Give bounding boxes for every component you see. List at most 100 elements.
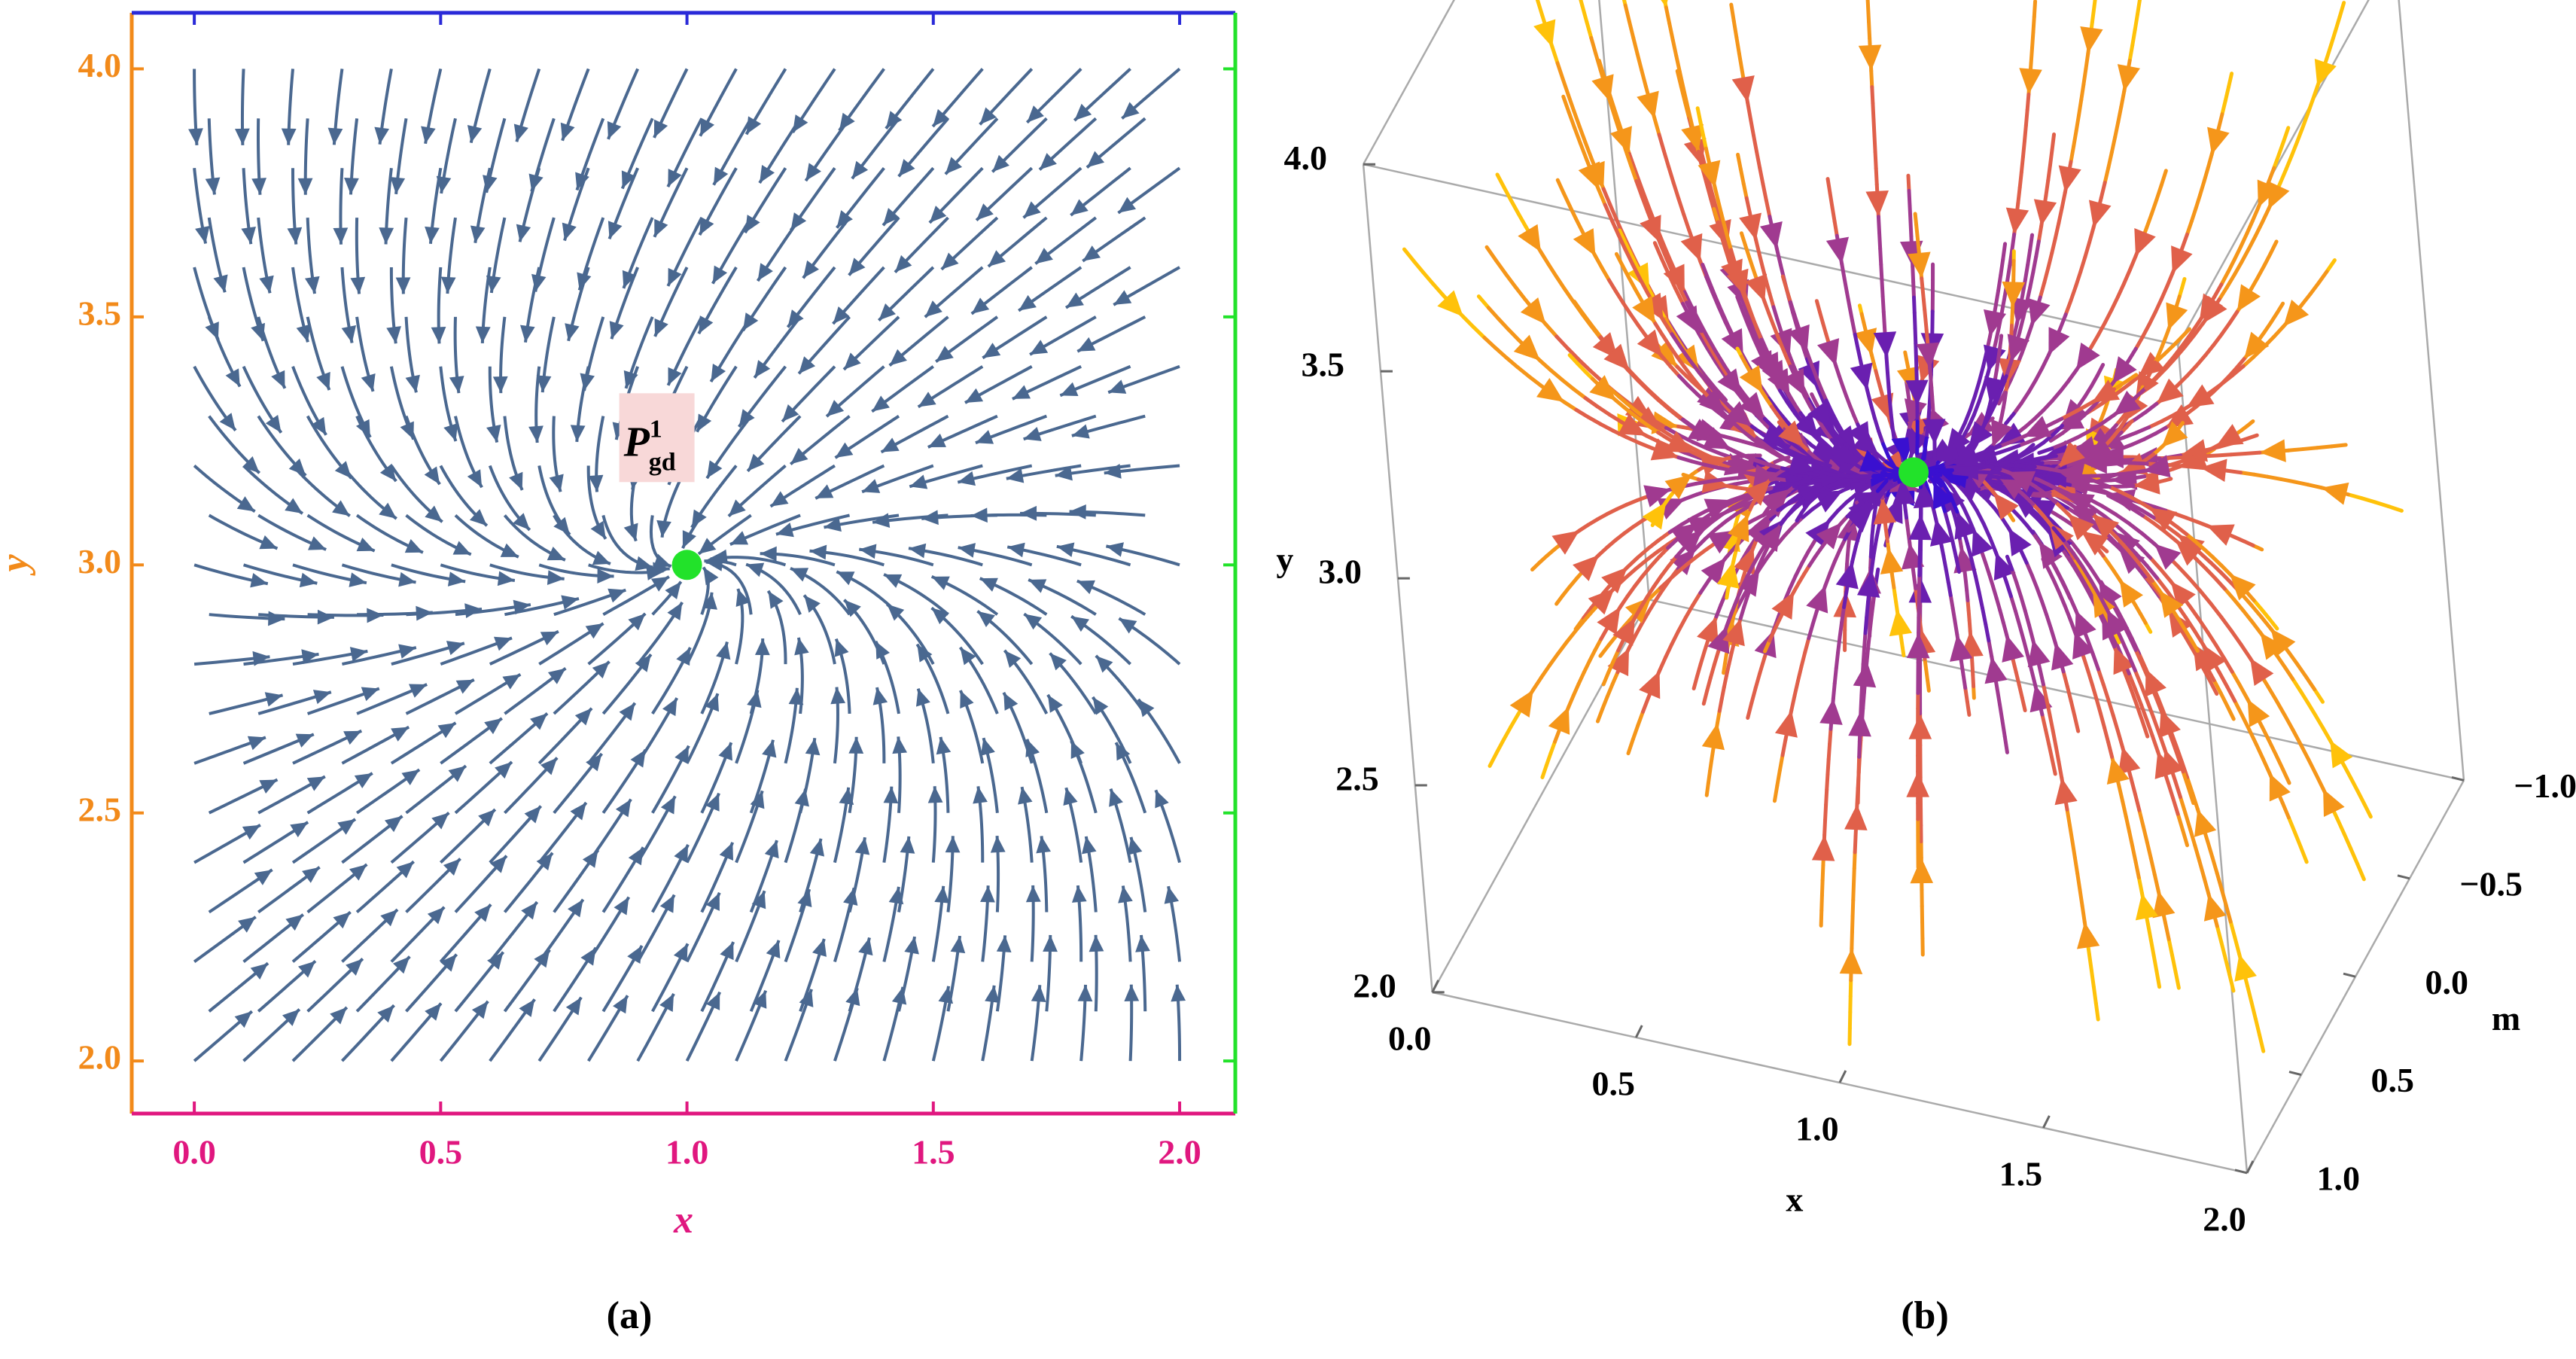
stream-segment bbox=[1814, 299, 1822, 315]
arrow-head bbox=[872, 513, 891, 528]
stream-segment bbox=[2013, 608, 2022, 628]
stream-segment bbox=[1985, 498, 1997, 510]
arrow-head bbox=[682, 530, 696, 549]
stream-segment bbox=[2068, 617, 2077, 634]
stream-segment bbox=[1735, 294, 1745, 313]
arrow-head bbox=[447, 571, 466, 587]
arrow-head bbox=[1128, 836, 1143, 855]
stream-segment bbox=[2291, 727, 2303, 747]
arrow-head bbox=[2133, 471, 2160, 495]
arrow-head bbox=[431, 326, 446, 344]
stream-segment bbox=[2048, 148, 2054, 167]
stream-segment bbox=[2089, 968, 2096, 989]
stream-segment bbox=[2238, 683, 2250, 701]
stream-segment bbox=[2162, 344, 2175, 357]
arrow-head bbox=[1039, 153, 1057, 170]
stream-segment bbox=[1871, 538, 1878, 558]
arrow-head bbox=[887, 604, 905, 621]
arrow-head bbox=[575, 172, 589, 190]
stream-segment bbox=[1775, 318, 1783, 334]
stream-segment bbox=[1972, 399, 1981, 417]
stream-segment bbox=[2070, 541, 2084, 557]
stream-segment bbox=[1698, 578, 1711, 595]
stream-segment bbox=[2103, 726, 2111, 745]
arrow-head bbox=[929, 206, 947, 223]
stream-segment bbox=[2240, 713, 2252, 732]
stream-segment bbox=[1708, 757, 1714, 773]
stream-segment bbox=[1793, 561, 1804, 578]
stream-segment bbox=[2325, 258, 2337, 274]
arrow-head bbox=[787, 309, 804, 328]
stream-segment bbox=[2305, 99, 2315, 117]
stream-segment bbox=[2139, 684, 2150, 704]
arrow-head bbox=[1707, 626, 1730, 654]
stream-segment bbox=[1881, 309, 1887, 330]
stream-segment bbox=[2011, 401, 2023, 416]
stream-segment bbox=[2279, 477, 2297, 484]
stream-segment bbox=[1810, 362, 1819, 379]
stream-segment bbox=[1947, 524, 1955, 544]
arrow-head bbox=[1551, 530, 1580, 555]
stream-segment bbox=[1607, 412, 1624, 424]
stream-segment bbox=[2210, 855, 2219, 876]
stream-segment bbox=[2188, 577, 2203, 593]
stream-segment bbox=[2072, 714, 2081, 733]
stream-segment bbox=[2181, 769, 2191, 790]
stream-segment bbox=[1821, 321, 1828, 337]
arrow-head bbox=[1036, 836, 1051, 854]
stream-segment bbox=[1787, 439, 1804, 453]
arrow-head bbox=[931, 576, 950, 590]
stream-segment bbox=[1914, 341, 1918, 361]
stream-segment bbox=[1670, 629, 1681, 646]
stream-segment bbox=[2079, 82, 2086, 102]
arrow-head bbox=[509, 471, 523, 490]
stream-segment bbox=[2014, 459, 2032, 465]
arrow-head bbox=[735, 589, 751, 607]
stream-segment bbox=[2189, 319, 2202, 335]
stream-segment bbox=[1624, 401, 1638, 413]
stream-segment bbox=[1789, 693, 1797, 712]
arrow-head bbox=[2058, 165, 2081, 193]
arrow-head bbox=[872, 395, 890, 412]
arrow-head bbox=[188, 128, 203, 145]
stream-segment bbox=[1729, 599, 1739, 616]
arrow-head bbox=[653, 119, 668, 138]
arrow-head bbox=[1155, 790, 1169, 809]
stream-segment bbox=[2222, 656, 2234, 674]
stream-segment bbox=[2030, 30, 2036, 50]
stream-segment bbox=[1486, 306, 1501, 321]
stream-segment bbox=[1724, 662, 1731, 678]
arrow-head bbox=[927, 786, 943, 803]
arrow-head bbox=[1597, 607, 1621, 635]
stream-segment bbox=[1824, 398, 1834, 414]
stream-segment bbox=[2276, 139, 2286, 157]
arrow-head bbox=[1618, 413, 1646, 436]
stream-segment bbox=[1780, 738, 1788, 757]
stream-segment bbox=[1701, 688, 1710, 706]
stream-segment bbox=[1738, 500, 1755, 509]
arrow-head bbox=[607, 588, 626, 603]
arrow-head bbox=[2007, 471, 2036, 493]
arrow-head bbox=[2206, 524, 2235, 546]
stream-segment bbox=[2121, 799, 2128, 818]
stream-segment bbox=[1977, 385, 1987, 404]
stream-segment bbox=[1836, 635, 1842, 655]
stream-segment bbox=[2219, 270, 2230, 287]
stream-segment bbox=[1502, 185, 1514, 203]
arrow-head bbox=[1771, 591, 1795, 620]
arrow-head bbox=[1891, 437, 1915, 464]
stream-segment bbox=[1988, 536, 1998, 555]
stream-segment bbox=[2107, 537, 2121, 550]
stream-segment bbox=[1753, 331, 1764, 350]
stream-segment bbox=[1698, 120, 1706, 138]
stream-segment bbox=[1658, 655, 1668, 673]
arrow-head bbox=[720, 942, 734, 961]
arrow-head bbox=[234, 1011, 252, 1028]
arrow-head bbox=[705, 693, 719, 712]
arrow-head bbox=[500, 543, 519, 557]
stream-segment bbox=[2325, 43, 2334, 61]
stream-segment bbox=[1652, 241, 1664, 261]
arrow-head bbox=[650, 576, 669, 592]
stream-segment bbox=[1689, 459, 1707, 467]
arrow-head bbox=[985, 985, 1000, 1003]
